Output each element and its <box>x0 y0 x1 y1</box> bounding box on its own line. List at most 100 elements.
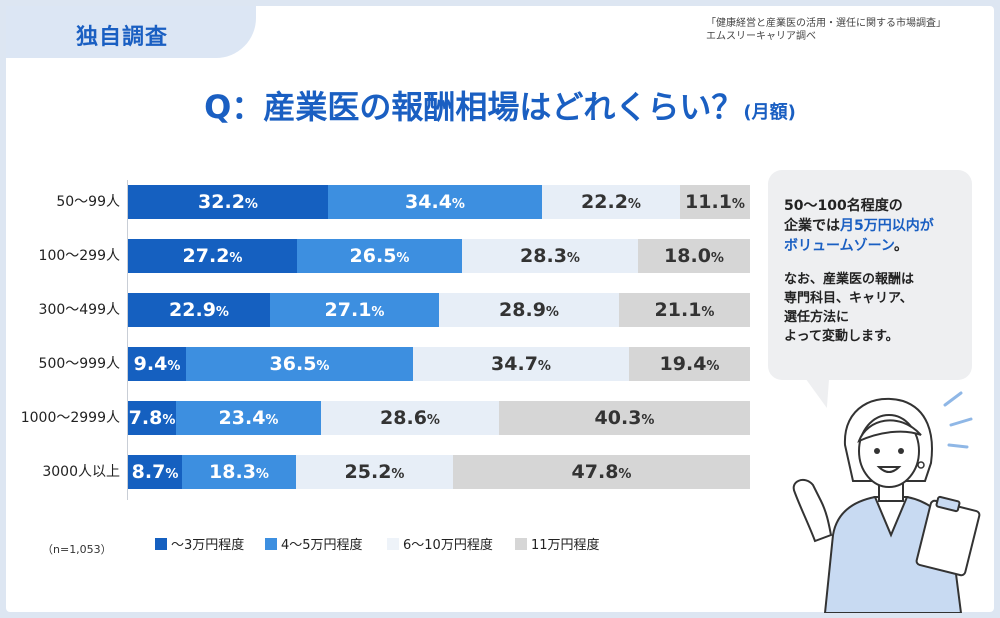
legend-swatch <box>265 538 277 550</box>
sample-size-note: （n=1,053） <box>42 543 112 556</box>
speech-bubble: 50～100名程度の 企業では月5万円以内が ボリュームゾーン。 なお、産業医の… <box>768 170 972 380</box>
stacked-bar: 32.2% 34.4% 22.2% 11.1% <box>128 185 750 219</box>
data-label-value: 27.2 <box>182 245 230 267</box>
category-axis-line <box>127 180 128 500</box>
data-label-unit: % <box>537 359 551 374</box>
legend-swatch <box>155 538 167 550</box>
bar-segment: 34.4% <box>328 185 542 219</box>
data-label-value: 22.2 <box>581 191 628 213</box>
data-label-value: 21.1 <box>654 299 702 321</box>
bar-segment: 9.4% <box>128 347 186 381</box>
data-label-value: 28.9 <box>499 299 546 321</box>
bar-segment: 32.2% <box>128 185 328 219</box>
data-label-value: 28.6 <box>380 407 427 429</box>
data-label-value: 27.1 <box>324 299 372 321</box>
bar-row: 500～999人 9.4% 36.5% 34.7% 19.4% <box>0 347 760 381</box>
data-label-unit: % <box>566 251 580 266</box>
chart-title: Q：産業医の報酬相場はどれくらい？(月額) <box>0 82 1000 128</box>
bar-row: 300～499人 22.9% 27.1% 28.9% 21.1% <box>0 293 760 327</box>
data-label-value: 34.4 <box>405 191 452 213</box>
legend-item: ～3万円程度 <box>155 537 244 555</box>
stacked-bar: 22.9% 27.1% 28.9% 21.1% <box>128 293 750 327</box>
data-label-value: 11.1 <box>685 191 732 213</box>
bar-row: 3000人以上 8.7% 18.3% 25.2% 47.8% <box>0 455 760 489</box>
right-eye <box>898 448 904 454</box>
data-label-unit: % <box>316 359 330 374</box>
bar-segment: 27.1% <box>270 293 439 327</box>
bubble-headline: 50～100名程度の 企業では月5万円以内が ボリュームゾーン。 <box>784 196 964 256</box>
data-label-value: 26.5 <box>349 245 397 267</box>
data-label-unit: % <box>244 197 258 212</box>
data-label-value: 18.0 <box>664 245 711 267</box>
data-label-unit: % <box>229 251 243 266</box>
bubble-note-line: 選任方法に <box>784 310 850 325</box>
data-label-unit: % <box>706 359 720 374</box>
legend-label: 11万円程度 <box>531 538 600 553</box>
badge: 独自調査 <box>6 6 256 58</box>
data-label-value: 36.5 <box>269 353 317 375</box>
bar-segment: 28.3% <box>462 239 638 273</box>
data-label-unit: % <box>451 197 465 212</box>
data-label-value: 34.7 <box>491 353 538 375</box>
data-label-unit: % <box>215 305 229 320</box>
data-label-value: 7.8 <box>128 407 163 429</box>
data-label-unit: % <box>255 467 269 482</box>
legend-item: 11万円程度 <box>515 537 600 555</box>
stacked-bar: 7.8% 23.4% 28.6% 40.3% <box>128 401 750 435</box>
earring-shape <box>917 461 925 469</box>
data-label-unit: % <box>167 359 181 374</box>
bubble-line: 企業では月5万円以内が <box>784 216 964 236</box>
mouth-shape <box>876 466 902 473</box>
bar-segment: 34.7% <box>413 347 629 381</box>
bubble-text: 。 <box>894 238 909 254</box>
data-label-value: 9.4 <box>133 353 168 375</box>
legend-item: 4～5万円程度 <box>265 537 363 555</box>
data-label-unit: % <box>162 413 176 428</box>
data-label-unit: % <box>265 413 279 428</box>
legend-swatch <box>515 538 527 550</box>
bar-row: 50～99人 32.2% 34.4% 22.2% 11.1% <box>0 185 760 219</box>
category-label: 50～99人 <box>56 194 120 210</box>
raised-hand-shape <box>792 478 833 543</box>
data-label-value: 23.4 <box>218 407 266 429</box>
data-label-unit: % <box>396 251 410 266</box>
category-label: 3000人以上 <box>42 464 120 480</box>
source-note: 「健康経営と産業医の活用・選任に関する市場調査」 エムスリーキャリア調べ <box>706 17 986 43</box>
data-label-value: 19.4 <box>659 353 707 375</box>
bar-segment: 18.3% <box>182 455 296 489</box>
data-label-unit: % <box>371 305 385 320</box>
data-label-unit: % <box>618 467 632 482</box>
category-label: 100～299人 <box>38 248 120 264</box>
emphasis-lines-icon <box>943 391 973 449</box>
chart-title-suffix: (月額) <box>743 102 796 123</box>
bar-segment: 22.9% <box>128 293 270 327</box>
data-label-unit: % <box>391 467 405 482</box>
data-label-unit: % <box>545 305 559 320</box>
bar-segment: 22.2% <box>542 185 680 219</box>
data-label-unit: % <box>426 413 440 428</box>
data-label-value: 25.2 <box>344 461 392 483</box>
data-label-unit: % <box>641 413 655 428</box>
bubble-note: なお、産業医の報酬は 専門科目、キャリア、 選任方法に よって変動します。 <box>784 270 966 346</box>
bubble-note-line: よって変動します。 <box>784 329 899 344</box>
legend-label: ～3万円程度 <box>171 538 245 553</box>
stacked-bar: 9.4% 36.5% 34.7% 19.4% <box>128 347 750 381</box>
data-label-value: 32.2 <box>198 191 245 213</box>
bar-segment: 18.0% <box>638 239 750 273</box>
bar-segment: 8.7% <box>128 455 182 489</box>
badge-label: 独自調査 <box>76 25 169 50</box>
bar-segment: 27.2% <box>128 239 297 273</box>
stacked-bar: 27.2% 26.5% 28.3% 18.0% <box>128 239 750 273</box>
data-label-unit: % <box>701 305 715 320</box>
bangs-shape <box>857 419 922 443</box>
category-label: 500～999人 <box>38 356 120 372</box>
bubble-text: 企業では <box>784 218 840 234</box>
data-label-value: 40.3 <box>594 407 642 429</box>
legend-label: 4～5万円程度 <box>281 538 363 553</box>
bubble-note-line: 専門科目、キャリア、 <box>784 291 913 306</box>
bar-segment: 26.5% <box>297 239 462 273</box>
legend-swatch <box>387 538 399 550</box>
bar-segment: 11.1% <box>680 185 750 219</box>
bar-segment: 7.8% <box>128 401 176 435</box>
legend-item: 6～10万円程度 <box>387 537 493 555</box>
